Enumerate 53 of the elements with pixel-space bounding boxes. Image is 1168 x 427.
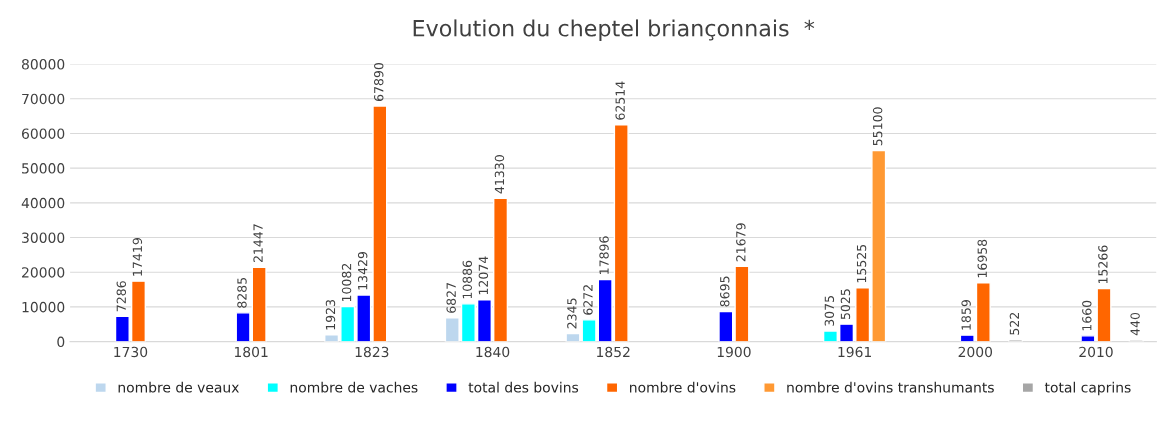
data-label: 62514 xyxy=(615,81,625,120)
data-label: 2345 xyxy=(567,298,577,329)
y-tick-label: 60000 xyxy=(22,128,65,139)
data-label: 15266 xyxy=(1098,245,1108,284)
y-tick-label: 30000 xyxy=(22,232,65,243)
y-tick-label: 40000 xyxy=(21,197,65,209)
x-tick-label: 1823 xyxy=(355,346,389,358)
x-tick-label: 1840 xyxy=(476,346,510,358)
data-label: 17896 xyxy=(599,236,609,274)
data-label: 6827 xyxy=(446,283,456,313)
data-label: 6272 xyxy=(583,285,593,315)
x-tick-label: 2000 xyxy=(958,346,993,358)
data-label: 12074 xyxy=(478,256,489,295)
legend-label: nombre de veaux xyxy=(118,381,239,393)
x-tick-label: 2010 xyxy=(1079,346,1113,358)
chart-title: Evolution du cheptel briançonnais * xyxy=(413,19,815,41)
x-tick-label: 1900 xyxy=(717,346,751,358)
data-label: 7286 xyxy=(116,281,127,312)
x-tick-label: 1852 xyxy=(597,346,630,358)
data-label: 17419 xyxy=(132,238,143,276)
data-label: 41330 xyxy=(494,155,505,194)
data-label: 3075 xyxy=(824,296,835,326)
y-tick-label: 80000 xyxy=(21,59,65,70)
y-tick-label: 20000 xyxy=(22,267,65,278)
x-tick-label: 1961 xyxy=(838,346,871,358)
data-label: 1660 xyxy=(1082,300,1092,331)
data-label: 10082 xyxy=(341,263,352,302)
x-tick-label: 1730 xyxy=(114,346,148,358)
data-label: 522 xyxy=(1009,313,1020,335)
data-label: 55100 xyxy=(872,107,883,146)
data-label: 21447 xyxy=(253,224,263,263)
data-label: 67890 xyxy=(374,62,384,102)
data-label: 440 xyxy=(1130,312,1140,336)
data-label: 15525 xyxy=(856,244,867,283)
data-label: 21679 xyxy=(736,223,746,262)
data-label: 10886 xyxy=(462,260,472,299)
data-label: 1859 xyxy=(961,300,971,330)
y-tick-label: 70000 xyxy=(22,93,65,105)
data-label: 16958 xyxy=(977,239,987,278)
x-tick-label: 1801 xyxy=(234,346,268,358)
data-label: 1923 xyxy=(325,299,336,330)
data-label: 5025 xyxy=(840,289,851,320)
legend-label: nombre d'ovins xyxy=(630,381,736,393)
legend-label: total des bovins xyxy=(468,381,579,393)
legend-label: total caprins xyxy=(1044,381,1131,396)
data-label: 8285 xyxy=(237,277,247,308)
y-tick-label: 10000 xyxy=(22,301,65,313)
y-tick-label: 50000 xyxy=(22,163,65,174)
legend-label: nombre de vaches xyxy=(290,381,418,393)
y-tick-label: 0 xyxy=(57,336,65,348)
data-label: 8695 xyxy=(720,276,730,307)
data-label: 13429 xyxy=(357,251,368,290)
legend-label: nombre d'ovins transhumants xyxy=(787,381,994,393)
